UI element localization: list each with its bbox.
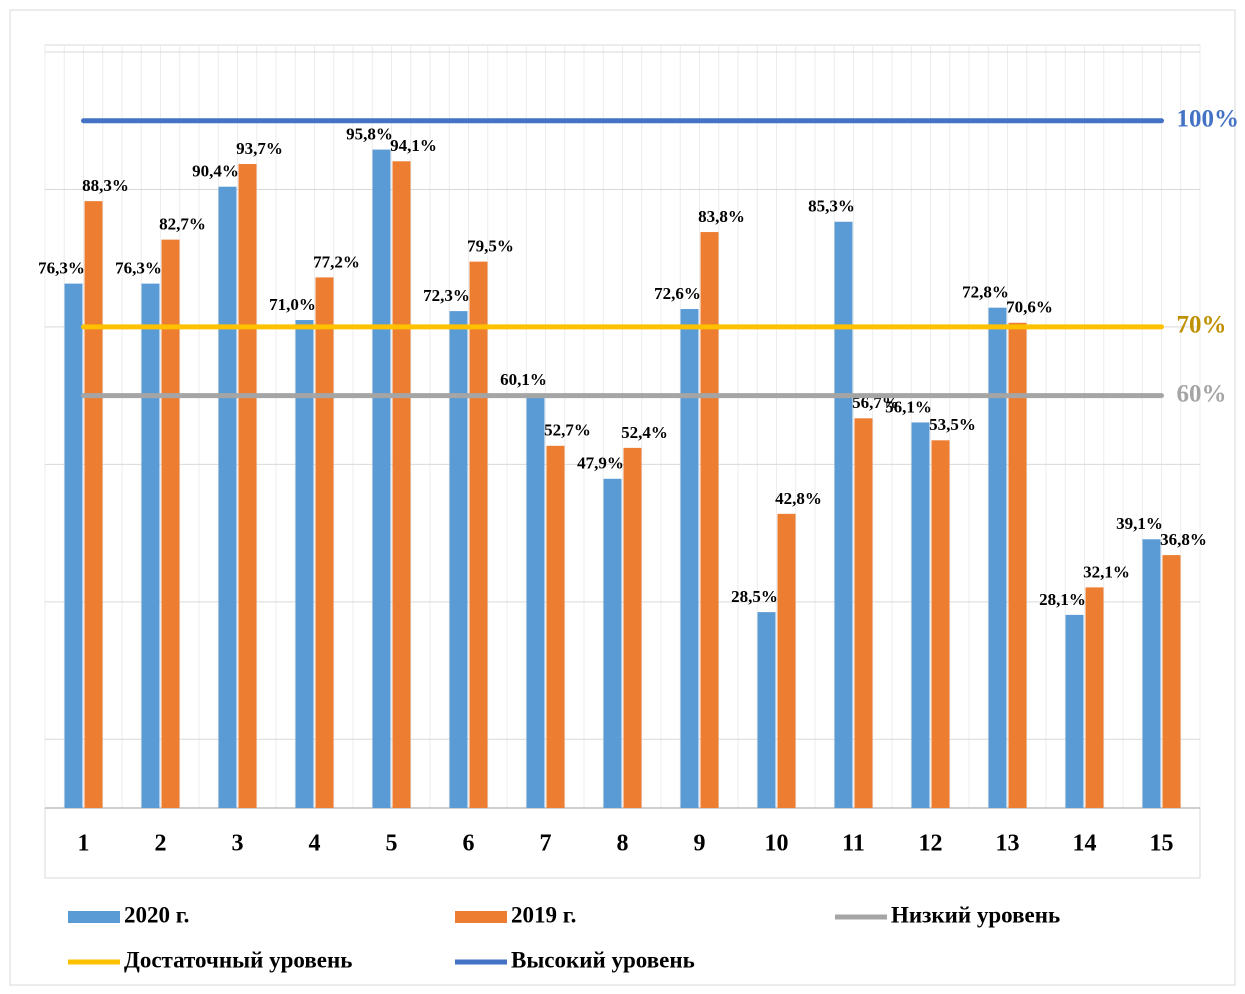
bar <box>700 232 719 809</box>
bar <box>623 447 642 808</box>
bar <box>84 201 103 808</box>
bar <box>757 612 776 808</box>
data-label: 72,8% <box>962 283 1009 302</box>
data-label: 77,2% <box>313 252 360 271</box>
data-label: 60,1% <box>500 370 547 389</box>
data-label: 52,7% <box>544 421 591 440</box>
data-label: 83,8% <box>698 207 745 226</box>
data-label: 42,8% <box>775 489 822 508</box>
x-tick-label: 4 <box>309 831 321 857</box>
legend-swatch <box>68 911 120 923</box>
x-tick-label: 1 <box>78 831 90 857</box>
data-label: 28,5% <box>731 587 778 606</box>
bar <box>988 307 1007 808</box>
bar <box>469 261 488 809</box>
x-tick-label: 2 <box>155 831 167 857</box>
bar <box>911 422 930 808</box>
data-label: 71,0% <box>269 295 316 314</box>
data-label: 93,7% <box>236 139 283 158</box>
x-tick-label: 10 <box>765 831 789 857</box>
data-label: 88,3% <box>82 176 129 195</box>
x-tick-label: 5 <box>386 831 398 857</box>
data-label: 94,1% <box>390 136 437 155</box>
legend-label: 2020 г. <box>124 902 189 927</box>
x-tick-label: 8 <box>617 831 629 857</box>
line-label: 100% <box>1177 105 1240 132</box>
data-label: 36,8% <box>1160 530 1207 549</box>
bar <box>315 277 334 809</box>
x-tick-label: 3 <box>232 831 244 857</box>
data-label: 39,1% <box>1116 514 1163 533</box>
bar <box>295 320 314 808</box>
bar <box>834 221 853 809</box>
bar <box>680 309 699 808</box>
data-label: 56,1% <box>885 397 932 416</box>
bar <box>1142 539 1161 808</box>
data-label: 72,6% <box>654 284 701 303</box>
bar <box>161 239 180 808</box>
data-label: 70,6% <box>1006 298 1053 317</box>
data-label: 95,8% <box>346 124 393 143</box>
data-label: 52,4% <box>621 423 668 442</box>
bar <box>777 513 796 808</box>
bar <box>931 440 950 808</box>
x-tick-label: 13 <box>996 831 1020 857</box>
legend-label: Достаточный уровень <box>124 947 352 972</box>
x-tick-label: 12 <box>919 831 943 857</box>
data-label: 28,1% <box>1039 590 1086 609</box>
legend-label: Высокий уровень <box>511 947 695 972</box>
x-tick-label: 6 <box>463 831 475 857</box>
chart-border <box>9 9 1236 986</box>
data-label: 76,3% <box>115 259 162 278</box>
data-label: 76,3% <box>38 259 85 278</box>
legend-swatch <box>455 911 507 923</box>
data-label: 32,1% <box>1083 562 1130 581</box>
bar <box>546 445 565 808</box>
data-label: 53,5% <box>929 415 976 434</box>
line-label: 60% <box>1177 380 1227 407</box>
bar <box>238 164 257 808</box>
bar <box>1162 555 1181 808</box>
bar <box>449 311 468 808</box>
bar <box>1085 587 1104 808</box>
data-label: 85,3% <box>808 197 855 216</box>
data-label: 72,3% <box>423 286 470 305</box>
legend-label: Низкий уровень <box>891 902 1060 927</box>
bar <box>526 394 545 808</box>
bar <box>372 149 391 809</box>
bar <box>603 478 622 808</box>
bar <box>1065 614 1084 808</box>
data-label: 90,4% <box>192 162 239 181</box>
x-tick-label: 11 <box>842 831 865 857</box>
bar <box>854 418 873 808</box>
x-tick-label: 9 <box>694 831 706 857</box>
legend-label: 2019 г. <box>511 902 576 927</box>
x-tick-label: 15 <box>1150 831 1174 857</box>
x-tick-label: 7 <box>540 831 552 857</box>
data-label: 47,9% <box>577 454 624 473</box>
data-label: 79,5% <box>467 237 514 256</box>
bar <box>1008 322 1027 808</box>
line-label: 70% <box>1177 312 1227 339</box>
bar <box>141 283 160 808</box>
bar <box>392 161 411 808</box>
data-label: 82,7% <box>159 215 206 234</box>
x-tick-label: 14 <box>1073 831 1097 857</box>
bar <box>64 283 83 808</box>
bar <box>218 186 237 809</box>
